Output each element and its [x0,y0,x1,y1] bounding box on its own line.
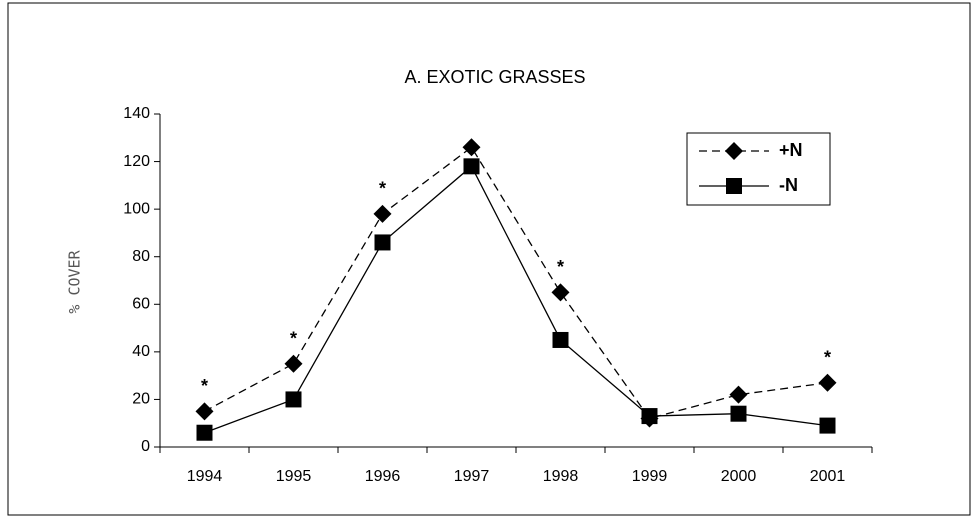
marker [726,178,742,194]
marker [462,138,481,157]
y-tick-label: 120 [123,153,150,170]
marker [552,331,569,348]
x-tick-label: 1996 [365,468,401,485]
marker [285,391,302,408]
annotation: * [557,257,564,277]
marker [730,405,747,422]
annotation: * [824,348,831,368]
legend-label: +N [779,140,803,160]
series-line [204,146,828,420]
marker [196,424,213,441]
annotation: * [290,329,297,349]
marker [374,234,391,251]
y-tick-label: 60 [132,296,150,313]
y-tick-label: 0 [141,438,150,455]
x-tick-label: 1994 [187,468,223,485]
marker [641,408,658,425]
y-axis-label: % COVER [66,249,84,313]
marker [819,417,836,434]
legend-label: -N [779,175,798,195]
x-tick-label: 1995 [276,468,312,485]
chart-title: A. EXOTIC GRASSES [404,67,585,87]
marker [284,354,303,373]
y-tick-label: 140 [123,105,150,122]
marker [818,373,837,392]
x-tick-label: 1999 [632,468,668,485]
marker [551,283,570,302]
marker [195,402,214,421]
y-tick-label: 100 [123,200,150,217]
x-tick-label: 2000 [721,468,757,485]
legend-box [686,132,831,206]
x-tick-label: 1998 [543,468,579,485]
marker [725,142,743,160]
x-tick-label: 1997 [454,468,490,485]
annotation: * [201,376,208,396]
y-tick-label: 40 [132,343,150,360]
series-line [204,165,828,434]
annotation: * [379,179,386,199]
y-tick-label: 80 [132,248,150,265]
y-tick-label: 20 [132,391,150,408]
chart-frame [7,2,971,516]
marker [729,385,748,404]
x-tick-label: 2001 [810,468,846,485]
marker [373,204,392,223]
marker [463,158,480,175]
